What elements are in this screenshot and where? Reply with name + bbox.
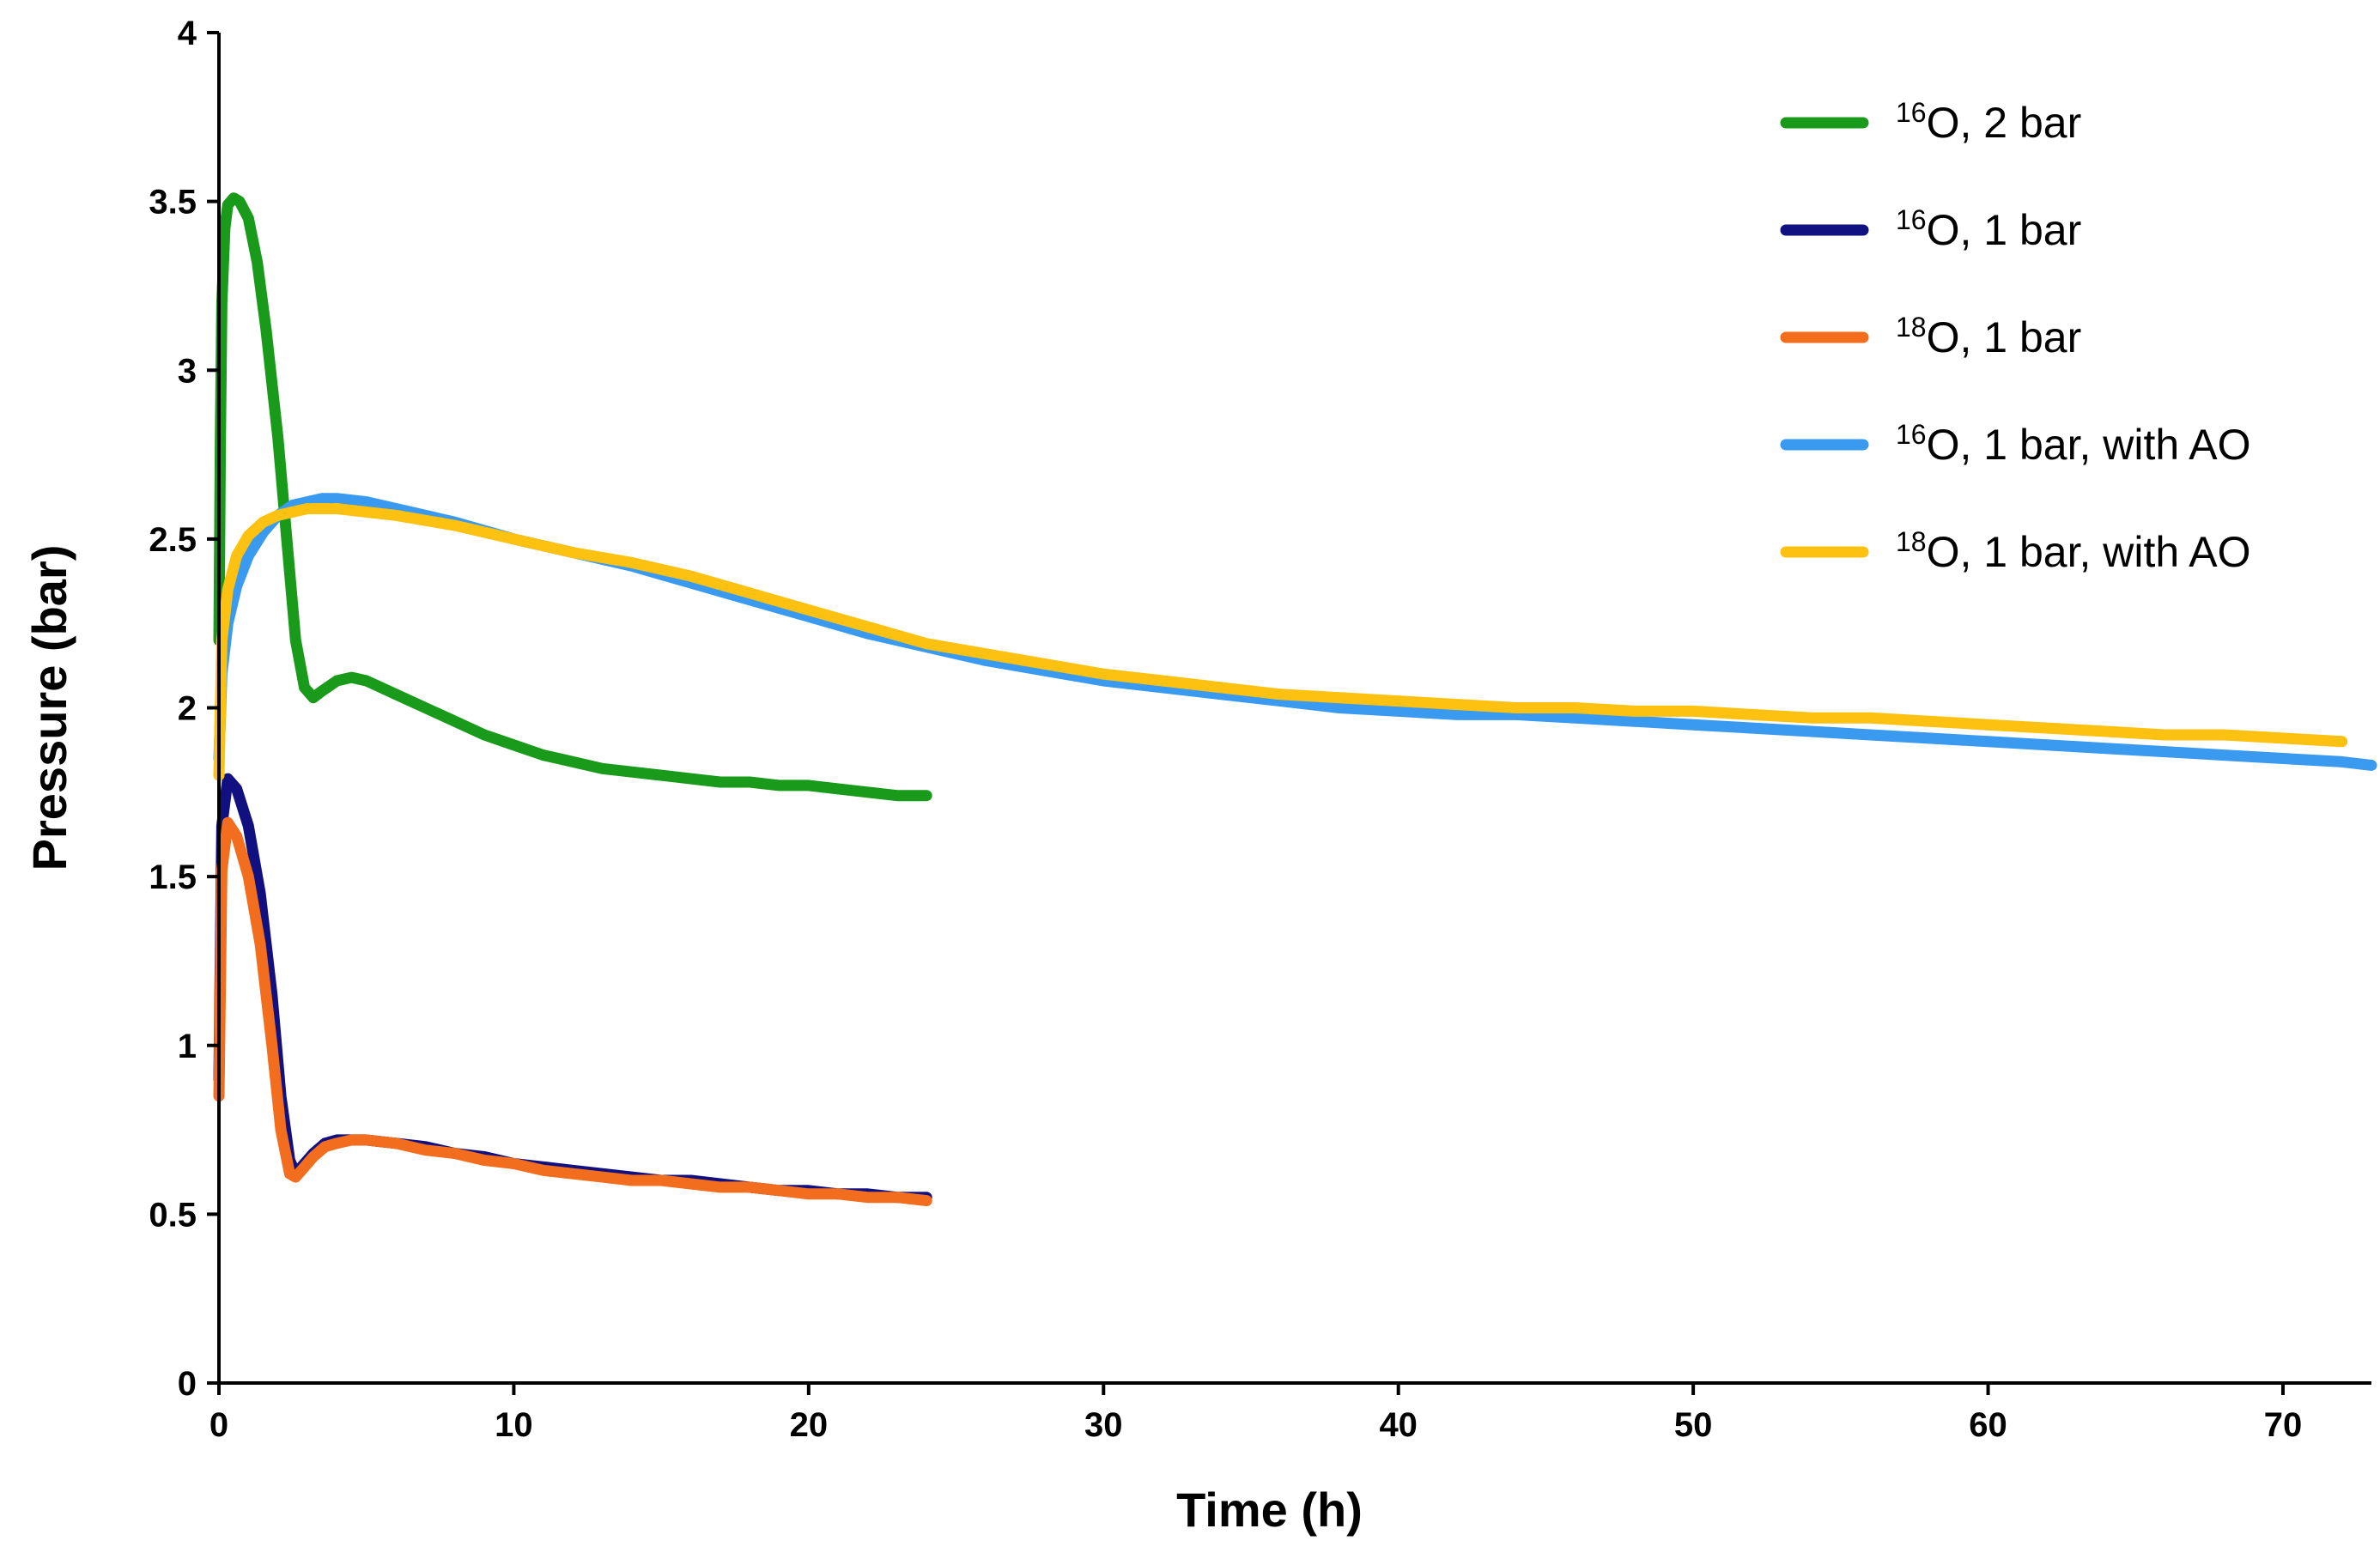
y-tick-label: 0.5 <box>149 1196 197 1234</box>
series-lines <box>213 192 2377 1207</box>
legend-label-text: O, 1 bar, with AO <box>1927 421 2251 469</box>
x-axis-title: Time (h) <box>1176 1483 1363 1537</box>
legend-label-text: O, 1 bar <box>1927 313 2082 361</box>
legend-label-sup: 18 <box>1896 312 1927 343</box>
x-tick-label: 10 <box>495 1406 533 1444</box>
x-tick-label: 60 <box>1969 1406 2007 1444</box>
x-tick-label: 50 <box>1674 1406 1713 1444</box>
legend-label-sup: 18 <box>1896 526 1927 557</box>
legend-label-3: 18O, 1 bar <box>1896 312 2081 361</box>
legend-label-sup: 16 <box>1896 419 1927 450</box>
x-tick-label: 20 <box>790 1406 829 1444</box>
series-line-4 <box>213 493 2377 771</box>
x-tick-label: 30 <box>1084 1406 1123 1444</box>
series-line-1 <box>213 192 932 802</box>
y-tick-label: 3 <box>178 352 197 390</box>
series-line-3 <box>213 816 932 1207</box>
y-tick-label: 2 <box>178 690 197 728</box>
y-tick-label: 0 <box>178 1365 197 1403</box>
legend-label-5: 18O, 1 bar, with AO <box>1896 526 2251 576</box>
legend-label-text: O, 1 bar <box>1927 206 2082 254</box>
legend-label-sup: 16 <box>1896 204 1927 235</box>
legend-label-4: 16O, 1 bar, with AO <box>1896 419 2251 469</box>
y-tick-label: 4 <box>178 15 197 52</box>
x-tick-label: 70 <box>2264 1406 2303 1444</box>
y-tick-label: 3.5 <box>149 184 197 221</box>
legend-label-sup: 16 <box>1896 97 1927 128</box>
x-tick-label: 40 <box>1379 1406 1418 1444</box>
legend-label-text: O, 2 bar <box>1927 99 2082 147</box>
y-tick-label: 1 <box>178 1028 197 1065</box>
y-tick-label: 1.5 <box>149 858 197 896</box>
x-ticks: 0 10 20 30 40 50 60 70 <box>209 1383 2302 1444</box>
y-axis-title: Pressure (bar) <box>22 545 76 871</box>
x-tick-label: 0 <box>209 1406 228 1444</box>
legend-label-2: 16O, 1 bar <box>1896 204 2081 254</box>
y-tick-label: 2.5 <box>149 521 197 559</box>
legend-label-1: 16O, 2 bar <box>1896 97 2081 147</box>
legend-label-text: O, 1 bar, with AO <box>1927 528 2251 576</box>
series-line-2 <box>213 773 932 1204</box>
series-line-5 <box>213 503 2348 781</box>
y-ticks: 0 0.5 1 1.5 2 2.5 3 3.5 4 <box>149 15 219 1403</box>
